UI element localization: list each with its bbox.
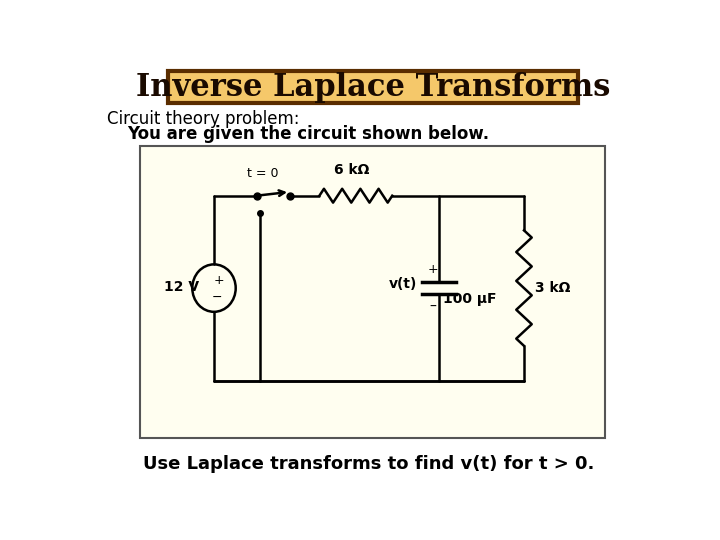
Text: −: − [212, 291, 222, 304]
Text: 3 kΩ: 3 kΩ [535, 281, 570, 295]
Text: t = 0: t = 0 [247, 167, 279, 180]
Text: 6 kΩ: 6 kΩ [334, 163, 369, 177]
Text: Use Laplace transforms to find v(t) for t > 0.: Use Laplace transforms to find v(t) for … [143, 455, 595, 472]
Text: Circuit theory problem:: Circuit theory problem: [107, 110, 300, 127]
Bar [140, 146, 606, 438]
Text: +: + [427, 263, 438, 276]
Text: 12 V: 12 V [164, 280, 199, 294]
Text: +: + [213, 274, 224, 287]
Text: –: – [429, 300, 436, 314]
Text: 100 μF: 100 μF [444, 292, 497, 306]
Text: You are given the circuit shown below.: You are given the circuit shown below. [127, 125, 490, 143]
Text: v(t): v(t) [389, 277, 417, 291]
Bar [168, 71, 578, 103]
Text: Inverse Laplace Transforms: Inverse Laplace Transforms [135, 72, 610, 103]
